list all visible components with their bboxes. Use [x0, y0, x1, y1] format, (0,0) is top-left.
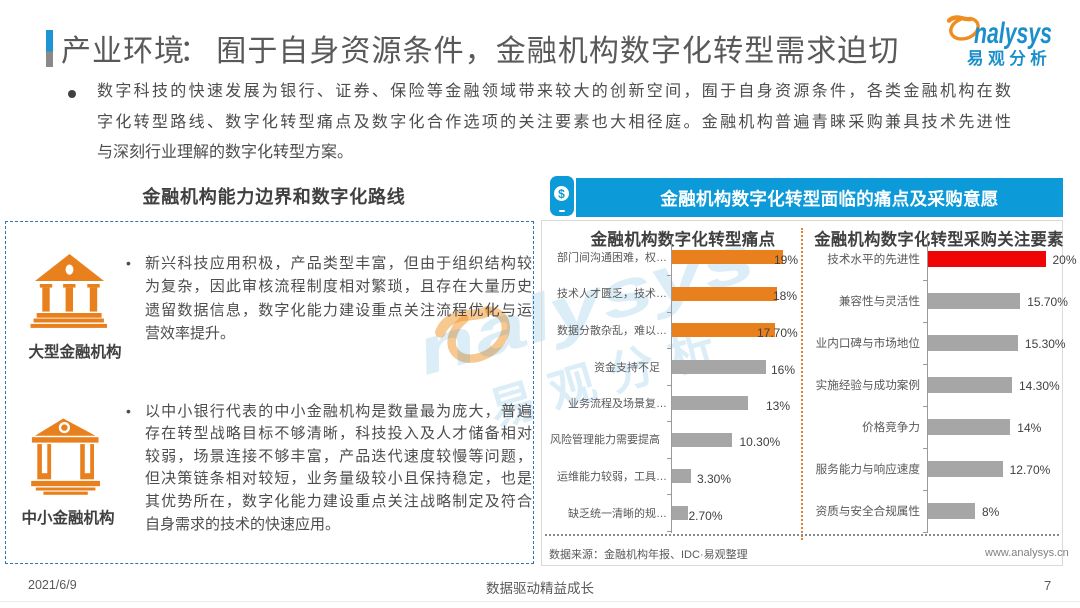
svg-text:易观分析: 易观分析: [967, 48, 1051, 68]
svg-text:nalysys: nalysys: [974, 17, 1052, 50]
